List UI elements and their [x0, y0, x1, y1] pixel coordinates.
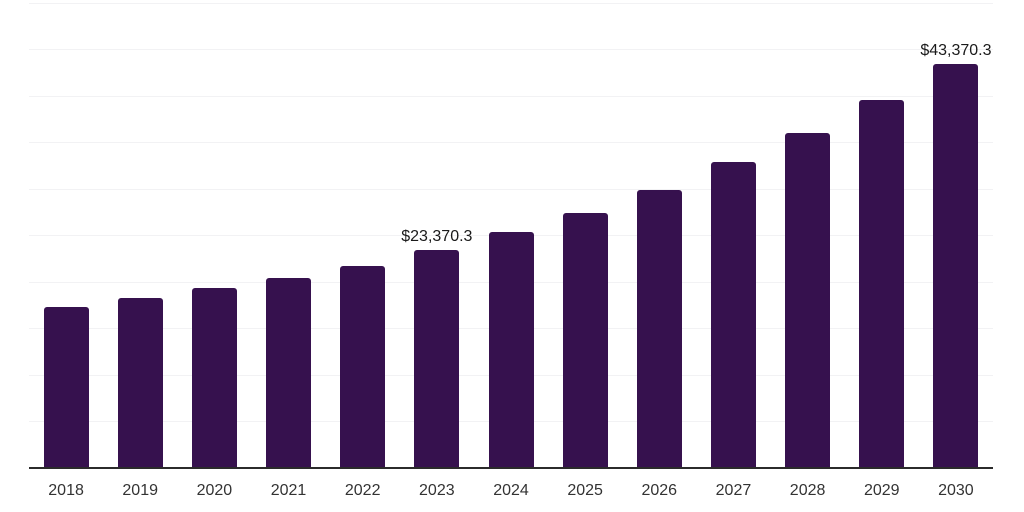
gridline-45000 [29, 49, 993, 51]
x-tick-label-2028: 2028 [789, 482, 826, 499]
x-tick-label-2030: 2030 [938, 482, 974, 499]
bar-2022[interactable] [340, 265, 386, 468]
bar-2020[interactable] [191, 288, 237, 468]
bar-2026[interactable] [636, 189, 682, 468]
x-tick-label-2018: 2018 [48, 482, 84, 499]
x-tick-label-2029: 2029 [863, 482, 900, 499]
gridline-50000 [29, 2, 993, 4]
x-tick-label-2022: 2022 [344, 482, 381, 499]
x-axis-line [29, 467, 993, 469]
gridline-40000 [29, 95, 993, 97]
value-label-2030: $43,370.3 [920, 42, 992, 60]
x-tick-label-2023: 2023 [419, 482, 455, 499]
bar-2027[interactable] [710, 162, 756, 468]
bar-2023[interactable] [414, 250, 460, 468]
gridline-35000 [29, 142, 993, 144]
value-label-2023: $23,370.3 [401, 228, 473, 246]
x-tick-label-2027: 2027 [715, 482, 752, 499]
x-tick-label-2020: 2020 [196, 482, 233, 499]
x-tick-label-2019: 2019 [122, 482, 158, 499]
x-tick-label-2024: 2024 [493, 482, 529, 499]
bar-2024[interactable] [488, 232, 534, 468]
bar-2018[interactable] [43, 306, 89, 468]
bar-2019[interactable] [117, 298, 163, 468]
bar-2028[interactable] [785, 132, 831, 468]
x-tick-label-2026: 2026 [641, 482, 678, 499]
bar-2025[interactable] [562, 212, 608, 468]
x-tick-label-2025: 2025 [567, 482, 603, 499]
bar-2021[interactable] [266, 277, 312, 468]
bar-2030[interactable] [933, 64, 979, 468]
bar-2029[interactable] [859, 99, 905, 468]
gridline-30000 [29, 188, 993, 190]
x-tick-label-2021: 2021 [270, 482, 307, 499]
